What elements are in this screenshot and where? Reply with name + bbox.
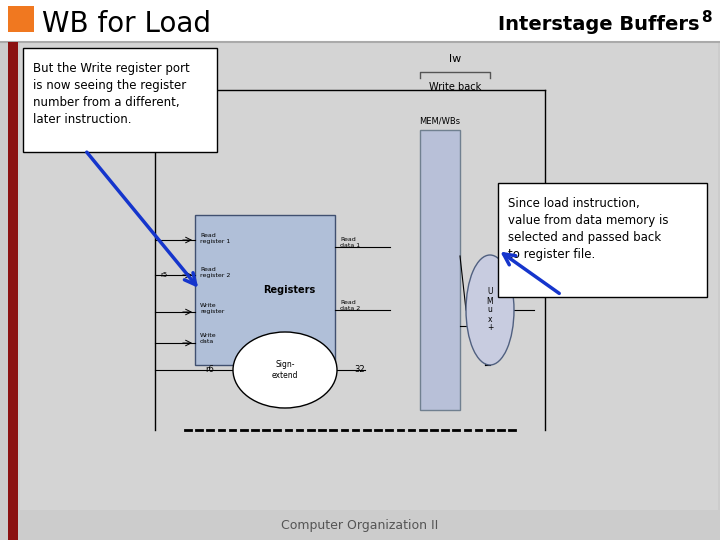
- Text: r6: r6: [206, 366, 215, 375]
- FancyBboxPatch shape: [23, 48, 217, 152]
- Text: Write back: Write back: [429, 82, 481, 92]
- Text: Computer Organization II: Computer Organization II: [282, 518, 438, 531]
- Text: lw: lw: [449, 54, 461, 64]
- Ellipse shape: [466, 255, 514, 365]
- Text: Write
register: Write register: [200, 303, 225, 314]
- Text: r5: r5: [160, 272, 167, 278]
- Bar: [420, 130, 460, 410]
- Ellipse shape: [233, 332, 337, 408]
- Text: Read
register 2: Read register 2: [200, 267, 230, 278]
- Text: U
M
u
x
+: U M u x +: [487, 287, 493, 333]
- Bar: [0, 0, 720, 42]
- Text: Sign-
extend: Sign- extend: [271, 360, 298, 380]
- Bar: [20, 42, 718, 510]
- Text: 8: 8: [701, 10, 711, 24]
- Text: WB for Load: WB for Load: [42, 10, 211, 38]
- Text: Registers: Registers: [263, 285, 315, 295]
- Text: 32: 32: [355, 366, 365, 375]
- Text: Read
data 2: Read data 2: [340, 300, 360, 311]
- Text: Read
data 1: Read data 1: [340, 237, 360, 248]
- Text: MEM/WBs: MEM/WBs: [420, 116, 461, 125]
- FancyBboxPatch shape: [498, 183, 707, 297]
- Text: Interstage Buffers: Interstage Buffers: [498, 15, 700, 33]
- Text: Write
data: Write data: [200, 333, 217, 344]
- Bar: [8, 6, 34, 32]
- Bar: [195, 215, 335, 365]
- Text: Since load instruction,
value from data memory is
selected and passed back
to re: Since load instruction, value from data …: [508, 197, 668, 261]
- Text: But the Write register port
is now seeing the register
number from a different,
: But the Write register port is now seein…: [33, 62, 190, 126]
- Text: Read
register 1: Read register 1: [200, 233, 230, 244]
- Bar: [8, 42, 18, 540]
